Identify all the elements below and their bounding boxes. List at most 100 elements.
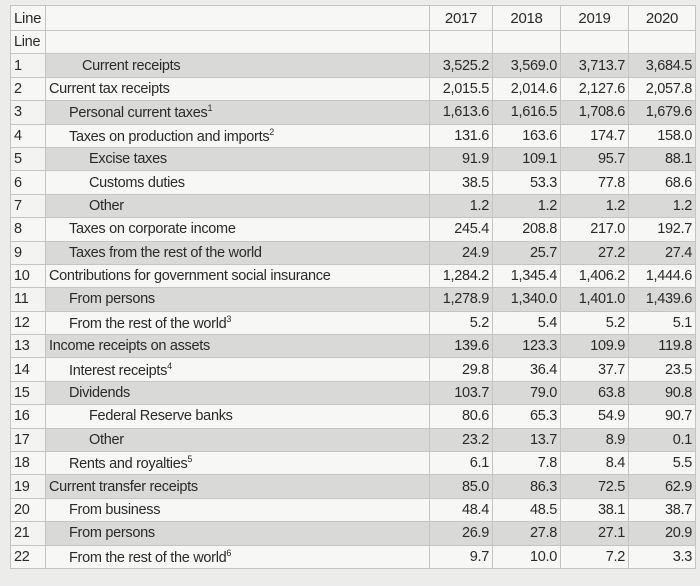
- table-row: 5 Excise taxes 91.9 109.1 95.7 88.1: [10, 146, 696, 172]
- table-row: 20 From business 48.4 48.5 38.1 38.7: [10, 497, 696, 523]
- table-row: 16 Federal Reserve banks 80.6 65.3 54.9 90.7: [10, 404, 696, 429]
- value-cell: 86.3: [492, 474, 561, 499]
- row-label: Excise taxes: [45, 146, 430, 172]
- footnote-marker: 4: [167, 360, 172, 371]
- line-number: 5: [10, 146, 46, 172]
- line-number: 12: [10, 310, 46, 336]
- value-cell: 80.6: [429, 404, 493, 429]
- value-cell: 27.4: [628, 240, 696, 265]
- value-cell: 5.2: [560, 310, 629, 336]
- value-cell: 245.4: [429, 217, 493, 242]
- value-cell: 208.8: [492, 217, 561, 242]
- row-label: Contributions for government social insu…: [45, 263, 430, 289]
- row-label: Current tax receipts: [45, 76, 430, 102]
- value-cell: 5.4: [492, 310, 561, 336]
- value-cell: 48.5: [492, 497, 561, 523]
- value-cell: 20.9: [628, 521, 696, 546]
- value-cell: 1,345.4: [492, 263, 561, 289]
- line-number: 13: [10, 334, 46, 359]
- value-cell: 38.5: [429, 170, 493, 195]
- value-cell: 54.9: [560, 404, 629, 429]
- value-cell: 2,014.6: [492, 76, 561, 102]
- line-number: 9: [10, 240, 46, 265]
- value-cell: 90.7: [628, 404, 696, 429]
- row-label-text: Taxes from the rest of the world: [69, 244, 262, 261]
- row-label: Taxes on corporate income: [45, 217, 430, 242]
- value-cell: 139.6: [429, 334, 493, 359]
- value-cell: 48.4: [429, 497, 493, 523]
- row-label: Personal current taxes1: [45, 100, 430, 125]
- value-cell: 8.4: [560, 451, 629, 476]
- value-cell: 25.7: [492, 240, 561, 265]
- value-cell: 131.6: [429, 123, 493, 148]
- value-cell: 103.7: [429, 380, 493, 406]
- footnote-marker: 1: [207, 103, 213, 114]
- value-cell: 2,127.6: [560, 76, 629, 102]
- line-number: 6: [10, 170, 46, 195]
- value-cell: 5.2: [429, 310, 493, 336]
- value-cell: 53.3: [492, 170, 561, 195]
- line-number: 8: [10, 217, 46, 242]
- table-row: 13 Income receipts on assets 139.6 123.3 109…: [10, 334, 696, 359]
- value-cell: 9.7: [429, 544, 493, 569]
- year-header: 2019: [560, 5, 629, 31]
- value-cell: 1,616.5: [492, 100, 561, 125]
- row-label-text: Dividends: [69, 385, 130, 402]
- value-cell: 5.1: [628, 310, 696, 336]
- row-label: Interest receipts4: [45, 357, 430, 382]
- value-cell: 27.8: [492, 521, 561, 546]
- value-cell: 29.8: [429, 357, 493, 382]
- value-cell: 72.5: [560, 474, 629, 499]
- value-cell: 27.1: [560, 521, 629, 546]
- value-cell: 217.0: [560, 217, 629, 242]
- value-cell: 119.8: [628, 334, 696, 359]
- value-cell: 63.8: [560, 380, 629, 406]
- table-row: 3 Personal current taxes1 1,613.6 1,616.5 1,…: [10, 100, 696, 125]
- line-number: 17: [10, 427, 46, 453]
- line-number: 1: [10, 53, 46, 78]
- value-cell: 37.7: [560, 357, 629, 382]
- row-label: Dividends: [45, 380, 430, 406]
- value-cell: 36.4: [492, 357, 561, 382]
- row-label-text: Current tax receipts: [49, 80, 170, 97]
- row-label-text: Excise taxes: [89, 151, 167, 168]
- row-label: Other: [45, 427, 430, 453]
- table-row: 2 Current tax receipts 2,015.5 2,014.6 2,127…: [10, 76, 696, 102]
- value-cell: 123.3: [492, 334, 561, 359]
- row-label: Rents and royalties5: [45, 451, 430, 476]
- row-label: Taxes from the rest of the world: [45, 240, 430, 265]
- table-row: 1 Current receipts 3,525.2 3,569.0 3,713.7 3,…: [10, 53, 696, 78]
- value-cell: 158.0: [628, 123, 696, 148]
- row-label-text: Current transfer receipts: [49, 478, 198, 495]
- line-header: Line: [10, 5, 46, 31]
- row-label-text: Interest receipts: [69, 362, 168, 379]
- row-label-text: Personal current taxes: [69, 105, 208, 122]
- line-number: 21: [10, 521, 46, 546]
- value-cell: 1,284.2: [429, 263, 493, 289]
- table-row: 11 From persons 1,278.9 1,340.0 1,401.0 1,439…: [10, 287, 696, 312]
- row-label-text: Income receipts on assets: [49, 338, 210, 355]
- footnote-marker: 2: [269, 126, 274, 137]
- value-cell: 0.1: [628, 427, 696, 453]
- value-cell: 2,015.5: [429, 76, 493, 102]
- empty-cell: [560, 29, 629, 55]
- line-number: 14: [10, 357, 46, 382]
- subheader-row: Line: [10, 29, 696, 55]
- label-header: [45, 5, 430, 31]
- line-number: 22: [10, 544, 46, 569]
- year-header: 2020: [628, 5, 696, 31]
- footnote-marker: 5: [187, 454, 193, 465]
- row-label: Federal Reserve banks: [45, 404, 430, 429]
- value-cell: 2,057.8: [628, 76, 696, 102]
- row-label-text: Taxes on production and imports: [69, 128, 270, 145]
- value-cell: 85.0: [429, 474, 493, 499]
- line-number: 4: [10, 123, 46, 148]
- value-cell: 8.9: [560, 427, 629, 453]
- value-cell: 3,569.0: [492, 53, 561, 78]
- empty-cell: [45, 29, 430, 55]
- value-cell: 26.9: [429, 521, 493, 546]
- row-label-text: Other: [89, 197, 124, 214]
- value-cell: 38.7: [628, 497, 696, 523]
- value-cell: 1,708.6: [560, 100, 629, 125]
- value-cell: 192.7: [628, 217, 696, 242]
